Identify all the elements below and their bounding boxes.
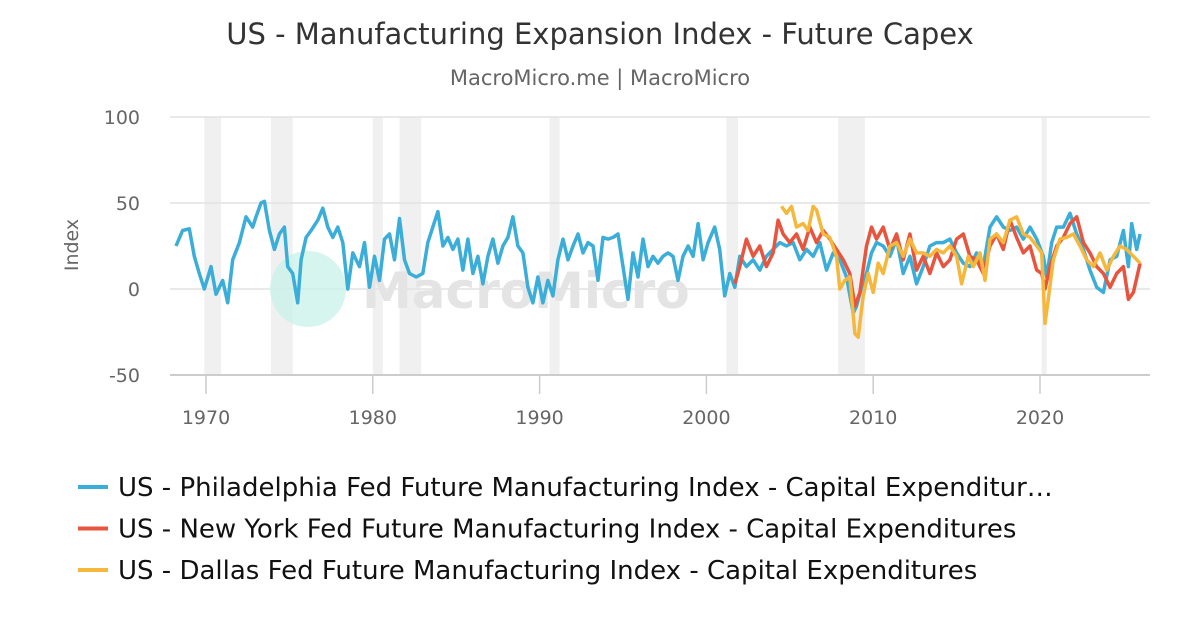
x-tick-label: 1980 [349, 407, 397, 429]
series-group [174, 199, 1142, 339]
watermark-logo-icon [270, 251, 346, 327]
recession-band [838, 117, 865, 375]
recession-band [204, 117, 222, 375]
series-line-1 [733, 215, 1142, 308]
legend-item-label: US - Philadelphia Fed Future Manufacturi… [118, 473, 1053, 503]
series-line-2 [780, 204, 1142, 339]
legend-item-label: US - New York Fed Future Manufacturing I… [118, 515, 1016, 545]
recession-band [372, 117, 383, 375]
series-line-0 [174, 199, 1142, 315]
y-axis-label: Index [61, 219, 83, 271]
x-tick-label: 1970 [182, 407, 230, 429]
recession-band [1041, 117, 1047, 375]
y-tick-label: 50 [116, 193, 140, 215]
y-tick-label: 100 [104, 107, 140, 129]
x-tick-label: 1990 [515, 407, 563, 429]
y-tick-label: -50 [109, 365, 140, 387]
recession-band [726, 117, 739, 375]
axis-ticks: 100 50 0 -50 1970 1980 1990 2000 2010 2020 [104, 107, 1064, 429]
chart-subtitle: MacroMicro.me | MacroMicro [450, 66, 750, 91]
y-tick-label: 0 [128, 279, 140, 301]
recession-band [399, 117, 422, 375]
recession-bands [204, 117, 1047, 375]
legend-item-label: US - Dallas Fed Future Manufacturing Ind… [118, 556, 977, 586]
x-tick-label: 2010 [849, 407, 897, 429]
recession-band [549, 117, 560, 375]
legend[interactable]: US - Philadelphia Fed Future Manufacturi… [78, 473, 1053, 586]
x-tick-label: 2000 [682, 407, 730, 429]
chart-title: US - Manufacturing Expansion Index - Fut… [226, 17, 974, 51]
x-tick-label: 2020 [1016, 407, 1064, 429]
